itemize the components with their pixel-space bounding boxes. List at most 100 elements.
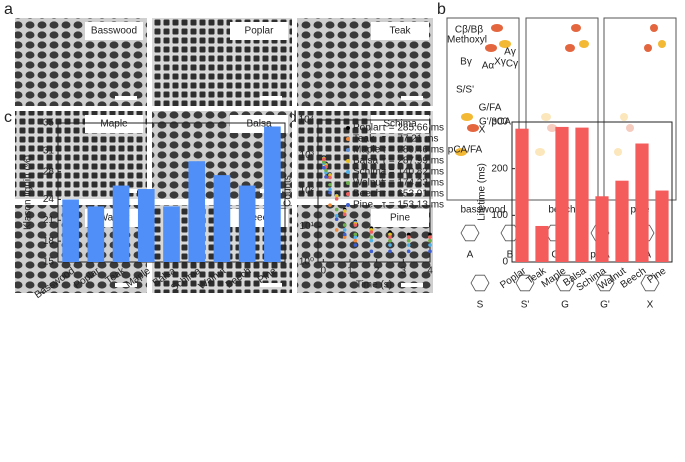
data-point [388,249,392,254]
x-tick-label: Pine [646,265,669,286]
y-tick-label: 18 [43,236,55,247]
legend-marker [346,203,350,207]
label-box [371,209,429,227]
spectrum-peak [565,44,575,52]
x-tick-label: 4 [427,266,433,277]
data-point [334,214,339,218]
y-tick-label: 10¹ [300,221,315,232]
structure-label: A [467,250,474,261]
data-point [342,232,347,237]
peak-label: G/FA [479,103,502,114]
data-point [406,238,411,243]
spectrum-peak [491,24,503,32]
x-tick-label: 2 [374,266,380,277]
data-point [334,197,339,201]
data-point [324,168,328,173]
scale-bar [115,96,137,100]
data-point [428,235,432,239]
peak-label: Aα [482,61,495,72]
label-box [371,22,429,40]
data-point [342,228,347,232]
label-box [85,115,143,133]
legend-tau: τ = 253.91 ms [382,189,444,200]
data-point [334,228,339,232]
bar [163,206,180,262]
peak-label: S/S' [456,85,474,96]
legend-name: Beech [353,189,381,200]
spectrum-peak [620,113,628,121]
data-point [353,223,358,227]
bar [188,161,206,262]
structure-label: B [507,250,514,261]
data-point [328,190,332,195]
data-point [342,223,347,227]
data-point [406,243,411,247]
peak-label: Cγ [506,59,518,70]
peak-label: Bγ [460,57,472,68]
bar [112,185,130,262]
structure-label: C [551,250,558,261]
micrograph-label: Basswood [91,26,137,37]
spectrum-peak [485,44,497,52]
y-tick-label: 100 [491,210,508,221]
x-axis-label: Time (s) [356,280,392,291]
bar [213,175,231,262]
micrograph-label: Teak [389,26,411,37]
data-point [322,160,326,164]
bar [655,190,669,262]
legend-name: Poplar [353,123,383,134]
data-point [342,212,347,217]
data-point [334,194,339,198]
data-point [369,238,374,243]
data-point [428,249,432,254]
peak-label: pCA/FA [448,145,483,156]
y-tick-label: 35 [43,118,55,129]
legend-marker [346,148,350,152]
bar [595,196,609,262]
legend-marker [346,170,350,174]
spectrum-peak [644,44,652,52]
spectrum-peak [650,24,658,32]
plot-frame [511,121,673,263]
panel-label: d [288,109,297,126]
data-point [342,209,347,213]
x-tick-label: 0 [321,266,327,277]
x-tick-label: 1 [347,266,353,277]
spectrum-peak [455,148,467,156]
data-point [369,230,374,234]
data-point [388,232,392,237]
spectrum-frame [446,17,520,201]
scale-bar [401,189,423,193]
bar [615,180,629,262]
legend-marker [346,159,350,163]
legend-tau: τ = 287.99 ms [382,156,444,167]
structure [595,274,615,292]
panel-label: b [437,1,446,18]
data-point [334,217,339,222]
y-tick-label: 10⁴ [299,115,314,126]
scale-bar [401,283,423,287]
peak-label: Xγ [494,57,506,68]
peak-label: Methoxyl [447,35,487,46]
spectrum-peak [499,40,511,48]
structure [460,224,480,242]
data-point [388,235,392,239]
scale-bar [401,96,423,100]
legend-tau: τ = 174.23 ms [382,178,444,189]
scale-bar [260,283,282,287]
legend-tau: τ = 153.13 ms [382,200,444,211]
data-point [322,157,326,162]
y-tick-label: 24 [43,194,55,205]
y-tick-label: 200 [491,163,508,174]
bar [62,199,79,262]
legend-name: Balsa [353,156,378,167]
data-point [388,238,392,243]
legend-tau: τ = 289.46 ms [382,145,444,156]
scale-bar [260,96,282,100]
spectrum-peak [541,113,551,121]
data-point [406,235,411,239]
y-tick-label: 31 [43,145,55,156]
structure [640,274,660,292]
structure [470,274,490,292]
